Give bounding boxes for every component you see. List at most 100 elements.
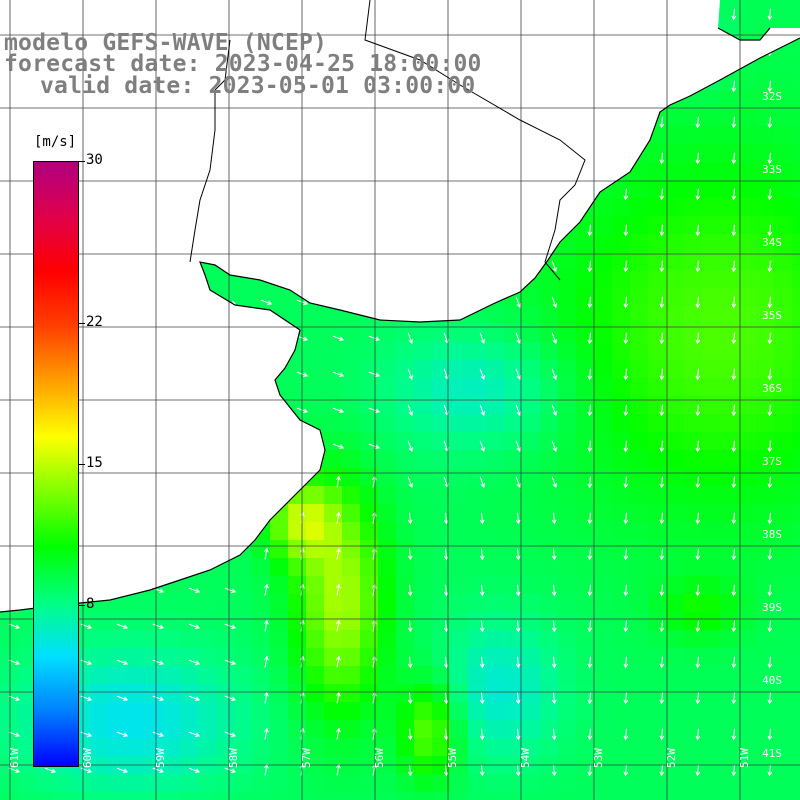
- field-cell: [612, 198, 631, 217]
- field-cell: [468, 396, 487, 415]
- wind-arrow: [264, 583, 269, 596]
- field-cell: [0, 720, 19, 739]
- field-cell: [684, 792, 703, 800]
- field-cell: [324, 360, 343, 379]
- field-cell: [288, 378, 307, 397]
- field-cell: [522, 540, 541, 559]
- field-cell: [486, 738, 505, 757]
- wind-arrow: [659, 548, 665, 561]
- field-cell: [576, 702, 595, 721]
- field-cell: [774, 54, 793, 73]
- field-cell: [432, 450, 451, 469]
- field-cell: [252, 612, 271, 631]
- field-cell: [234, 648, 253, 667]
- wind-arrow: [479, 512, 485, 525]
- field-cell: [558, 594, 577, 613]
- field-cell: [342, 720, 361, 739]
- field-cell: [576, 486, 595, 505]
- field-cell: [324, 504, 343, 523]
- wind-arrow: [767, 8, 773, 21]
- field-cell: [774, 198, 793, 217]
- field-cell: [540, 288, 559, 307]
- wind-arrow: [479, 404, 485, 417]
- field-cell: [720, 144, 739, 163]
- field-cell: [288, 702, 307, 721]
- wind-arrow: [587, 692, 593, 705]
- field-cell: [396, 486, 415, 505]
- field-cell: [756, 774, 775, 793]
- field-cell: [306, 576, 325, 595]
- field-cell: [684, 270, 703, 289]
- field-cell: [486, 684, 505, 703]
- field-cell: [540, 414, 559, 433]
- field-cell: [414, 378, 433, 397]
- wind-arrow: [80, 659, 93, 665]
- field-cell: [702, 162, 721, 181]
- field-cell: [792, 0, 800, 19]
- field-cell: [324, 378, 343, 397]
- field-cell: [18, 774, 37, 793]
- field-cell: [720, 90, 739, 109]
- field-cell: [414, 486, 433, 505]
- field-cell: [558, 486, 577, 505]
- field-cell: [342, 432, 361, 451]
- field-cell: [360, 414, 379, 433]
- wind-arrow: [767, 296, 773, 309]
- field-cell: [288, 558, 307, 577]
- field-cell: [702, 540, 721, 559]
- field-cell: [738, 90, 757, 109]
- field-cell: [648, 162, 667, 181]
- field-cell: [648, 702, 667, 721]
- wind-arrow: [767, 692, 773, 705]
- field-cell: [360, 630, 379, 649]
- field-cell: [360, 576, 379, 595]
- wind-arrow: [659, 656, 665, 669]
- field-cell: [738, 576, 757, 595]
- field-cell: [576, 648, 595, 667]
- field-cell: [774, 396, 793, 415]
- wind-arrow: [623, 656, 629, 669]
- field-cell: [522, 378, 541, 397]
- field-cell: [324, 792, 343, 800]
- field-cell: [324, 576, 343, 595]
- field-cell: [450, 414, 469, 433]
- field-cell: [720, 720, 739, 739]
- field-cell: [702, 630, 721, 649]
- field-cell: [774, 540, 793, 559]
- field-cell: [144, 702, 163, 721]
- field-cell: [666, 396, 685, 415]
- field-cell: [738, 360, 757, 379]
- field-cell: [774, 126, 793, 145]
- colorbar: [33, 161, 79, 767]
- field-cell: [684, 576, 703, 595]
- field-cell: [450, 594, 469, 613]
- field-cell: [0, 792, 19, 800]
- field-cell: [522, 288, 541, 307]
- field-cell: [702, 396, 721, 415]
- field-cell: [738, 108, 757, 127]
- field-cell: [432, 594, 451, 613]
- field-cell: [756, 180, 775, 199]
- field-cell: [756, 252, 775, 271]
- field-cell: [684, 432, 703, 451]
- field-cell: [324, 486, 343, 505]
- field-cell: [612, 306, 631, 325]
- country-border: [189, 0, 586, 281]
- field-cell: [648, 144, 667, 163]
- field-cell: [342, 576, 361, 595]
- field-cell: [684, 306, 703, 325]
- field-cell: [162, 684, 181, 703]
- field-cell: [108, 630, 127, 649]
- field-cell: [216, 684, 235, 703]
- field-cell: [378, 594, 397, 613]
- field-cell: [342, 522, 361, 541]
- field-cell: [594, 324, 613, 343]
- field-cell: [720, 738, 739, 757]
- field-cell: [450, 540, 469, 559]
- field-cell: [720, 522, 739, 541]
- field-cell: [792, 36, 800, 55]
- field-cell: [666, 342, 685, 361]
- field-cell: [324, 666, 343, 685]
- field-cell: [324, 306, 343, 325]
- field-cell: [630, 684, 649, 703]
